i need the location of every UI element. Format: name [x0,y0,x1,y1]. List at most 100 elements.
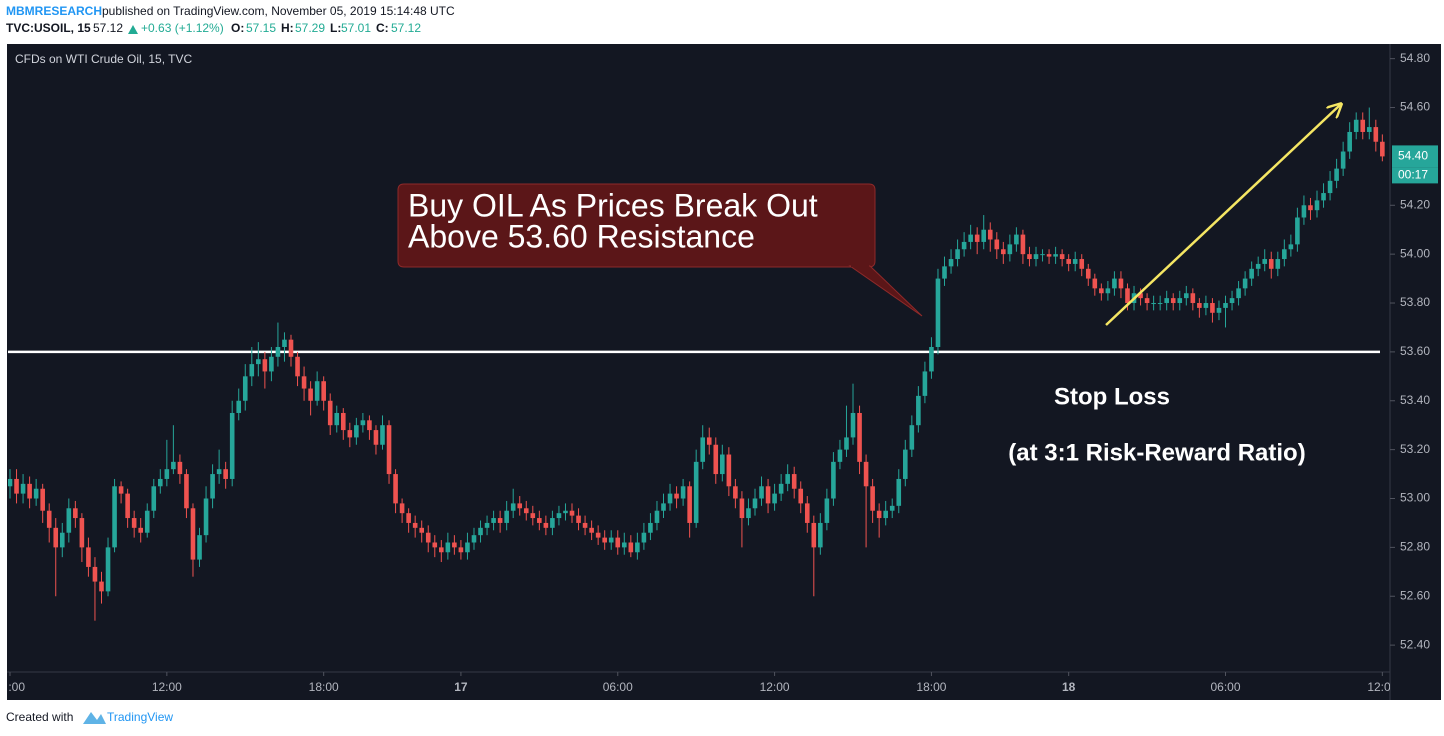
candle-body [1164,298,1169,304]
candle-body [582,522,588,528]
candle-body [968,234,973,242]
candle-body [171,461,176,470]
author: MBMRESEARCH [6,4,102,18]
open-label: O: [231,21,244,35]
x-tick-label: 06:00 [1210,680,1240,694]
candle-body [1112,278,1117,289]
candle-body [1125,288,1130,304]
candle-body [883,510,888,519]
candle-body [151,486,157,511]
candle-body [1203,303,1209,308]
candle-body [86,547,91,567]
candle-body [706,437,712,445]
candle-body [354,425,359,438]
y-tick-label: 54.60 [1400,100,1430,114]
candle-body [33,488,39,499]
candle-body [1072,259,1078,264]
high: 57.29 [295,21,325,35]
candle-body [948,259,954,267]
candle-body [340,412,346,431]
candle-body [1327,180,1333,194]
x-tick-label: 06:00 [603,680,633,694]
y-tick-label: 54.00 [1400,246,1430,260]
candle-body [1085,268,1091,279]
candle-body [661,503,666,511]
candle-body [347,430,353,438]
y-tick-label: 52.40 [1400,637,1430,651]
candle-body [262,359,268,372]
candle-body [517,503,523,509]
high-label: H: [281,21,294,35]
candle-body [804,503,810,523]
candle-body [929,347,934,372]
candle-body [439,547,444,553]
candle-body [1033,254,1039,260]
candle-body [523,508,529,514]
candle-body [772,493,777,504]
candle-body [608,537,614,543]
callout-line: Buy OIL As Prices Break Out [408,187,818,223]
candle-body [1040,254,1045,256]
candle-body [425,532,431,543]
candle-body [445,542,451,553]
candle-body [1360,119,1366,132]
x-tick-label: 06:00 [0,680,25,694]
candle-body [778,483,784,494]
y-tick-label: 54.80 [1400,51,1430,65]
candle-body [40,488,45,511]
candle-body [942,266,947,279]
symbol: TVC:USOIL, 15 [6,21,91,35]
candle-body [73,508,78,519]
candle-body [144,510,150,533]
candle-body [1027,254,1032,260]
candle-body [478,527,483,536]
candle-body [1066,259,1071,264]
candle-body [680,486,686,499]
candle-body [961,241,967,250]
candle-body [458,547,464,553]
y-tick-label: 52.80 [1400,540,1430,554]
candle-body [1353,119,1359,132]
candle-body [765,486,771,504]
candle-body [648,522,653,533]
candle-body [197,535,202,560]
candle-body [452,542,457,548]
candle-body [1079,259,1085,269]
candle-body [628,542,634,553]
trend-arrow [1105,105,1340,326]
candle-body [1144,298,1150,304]
x-tick-label: 18 [1062,680,1076,694]
candle-body [615,537,621,548]
candle-body [713,444,719,475]
candle-body [1236,288,1241,299]
candle-body [1014,234,1019,245]
candle-body [1321,193,1326,201]
candle-body [20,483,26,494]
candle-body [380,425,385,445]
candle-body [700,437,706,462]
candle-body [922,371,928,396]
candle-body [419,527,425,533]
candle-body [269,356,274,372]
open: 57.15 [246,21,276,35]
candle-body [589,527,594,533]
candle-body [1255,263,1261,269]
close: 57.12 [391,21,421,35]
candle-body [1295,217,1300,245]
candle-body [791,474,797,489]
candle-body [641,532,647,543]
y-tick-label: 53.60 [1400,344,1430,358]
candle-body [1007,244,1013,255]
candle-body [1046,254,1052,257]
candle-body [550,518,555,528]
candle-body [1242,278,1248,289]
candle-body [327,400,333,426]
candle-body [563,510,568,514]
candle-body [687,486,692,523]
candle-body [720,454,725,475]
candle-body [850,412,856,438]
candle-body [752,498,758,509]
candle-body [27,483,32,499]
candle-body [1118,278,1124,289]
